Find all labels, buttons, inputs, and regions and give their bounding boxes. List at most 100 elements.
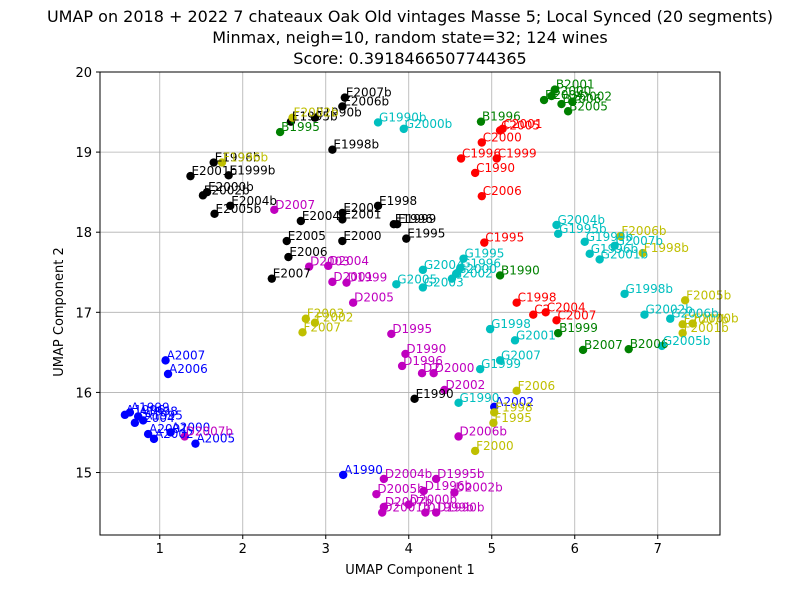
scatter-point [539, 95, 549, 105]
point-label: G2005b [663, 334, 710, 348]
point-label: B2001 [556, 78, 595, 92]
point-label: C1999 [498, 147, 537, 161]
point-label: B1990 [501, 263, 540, 277]
point-label: F2000b [694, 312, 739, 326]
chart-title-line-3: Score: 0.3918466507744365 [293, 49, 526, 68]
point-label: D2001 [333, 270, 373, 284]
scatter-point [138, 416, 148, 425]
point-label: F1998 [495, 400, 532, 414]
point-label: A2006 [169, 362, 208, 376]
point-label: B1996 [482, 110, 521, 124]
scatter-point [267, 274, 277, 283]
point-label: G2001b [601, 247, 648, 261]
point-label: D2 [423, 361, 440, 375]
point-label: C1996 [462, 147, 501, 161]
x-tick-label: 6 [571, 542, 579, 557]
scatter-point [450, 488, 459, 497]
x-tick-label: 3 [322, 542, 330, 557]
point-label: D1999 [348, 271, 388, 285]
scatter-point [563, 107, 573, 116]
x-tick-label: 5 [488, 542, 496, 557]
point-label: D1995b [437, 467, 484, 481]
scatter-point [275, 127, 285, 137]
point-label: C2004 [547, 300, 586, 314]
scatter-point [553, 328, 563, 338]
y-tick-label: 17 [75, 306, 92, 321]
point-label: G2002b [645, 303, 692, 317]
point-label: A1999 [131, 400, 170, 414]
scatter-point [485, 324, 495, 334]
point-label: D2005 [354, 291, 394, 305]
scatter-point [447, 274, 457, 283]
plot-area-frame [99, 71, 721, 536]
point-label: E1996 [395, 212, 433, 226]
scatter-point [373, 201, 383, 210]
point-label: D2004b [385, 467, 432, 481]
point-label: E2002 [343, 201, 381, 215]
scatter-point [404, 500, 413, 509]
point-label: A2004 [136, 411, 175, 425]
scatter-point [328, 145, 337, 154]
y-tick-label: 18 [75, 226, 92, 241]
scatter-point [476, 117, 486, 126]
point-label: C1990 [476, 161, 515, 175]
point-label: G1990 [460, 391, 500, 405]
point-label: G1995 [465, 247, 505, 261]
scatter-point [470, 168, 480, 178]
scatter-point [541, 308, 550, 317]
point-label: D2005b [377, 482, 424, 496]
point-label: B2006 [630, 337, 669, 351]
point-label: D2002 [445, 378, 485, 392]
scatter-point [492, 154, 501, 163]
scatter-point [688, 319, 697, 328]
scatter-point [512, 298, 521, 307]
scatter-point [431, 508, 441, 517]
point-label: E1999 [398, 212, 436, 226]
scatter-point [489, 418, 498, 428]
point-label: F2001b [684, 321, 729, 335]
point-label: B2005 [569, 99, 608, 113]
scatter-point [310, 113, 320, 122]
point-label: B2002 [573, 90, 612, 104]
scatter-point [186, 171, 195, 181]
scatter-point [459, 254, 468, 263]
scatter-point [417, 368, 427, 378]
scatter-point [638, 248, 648, 258]
point-label: F2005b [686, 288, 731, 302]
scatter-point [454, 432, 463, 441]
scatter-point [180, 432, 189, 441]
point-label: F2007 [304, 320, 341, 334]
point-label: G1998 [491, 317, 531, 331]
point-label: B1995 [281, 120, 320, 134]
scatter-point [224, 171, 233, 180]
point-label: E2004 [302, 209, 340, 223]
chart-title-line-1: UMAP on 2018 + 2022 7 chateaux Oak Old v… [47, 7, 773, 26]
point-label: E2005 [288, 229, 326, 243]
y-axis-label: UMAP Component 2 [52, 247, 67, 376]
scatter-point [495, 356, 505, 365]
scatter-point [338, 470, 348, 480]
point-label: A2002 [155, 427, 194, 441]
point-label: G2005 [397, 272, 437, 286]
y-tick-label: 16 [75, 386, 92, 401]
scatter-point [553, 229, 563, 239]
scatter-point [498, 124, 507, 134]
point-label: B2006 [562, 92, 601, 106]
point-label: D2007 [275, 198, 315, 212]
scatter-point [338, 208, 347, 218]
point-label: F2007b [684, 312, 729, 326]
point-label: E1990 [416, 387, 454, 401]
scatter-point [301, 314, 311, 323]
point-label: E1996b [215, 151, 261, 165]
point-label: E2004b [231, 194, 277, 208]
scatter-point [143, 429, 153, 439]
point-label: E2000 [343, 229, 381, 243]
axis-ticks: 1 2 3 4 5 6 7 15 16 17 18 19 20 [75, 66, 661, 557]
scatter-point [475, 364, 485, 374]
scatter-point [338, 102, 347, 111]
scatter-point [616, 232, 625, 241]
point-label: E2006 [289, 245, 327, 259]
point-label: E1998 [379, 194, 417, 208]
scatter-point [373, 118, 383, 127]
